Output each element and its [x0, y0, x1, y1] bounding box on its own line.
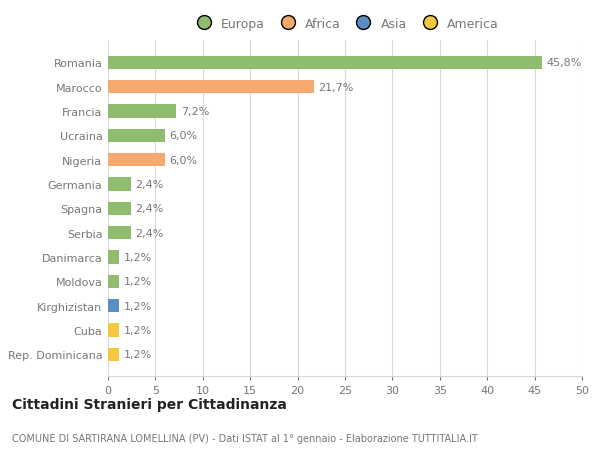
Text: 6,0%: 6,0%	[170, 155, 198, 165]
Bar	[108, 299, 119, 313]
Text: 1,2%: 1,2%	[124, 325, 152, 335]
Text: 6,0%: 6,0%	[170, 131, 198, 141]
Text: 2,4%: 2,4%	[136, 179, 164, 190]
Text: 2,4%: 2,4%	[136, 204, 164, 214]
Bar	[108, 154, 165, 167]
Text: 2,4%: 2,4%	[136, 228, 164, 238]
Text: 45,8%: 45,8%	[547, 58, 582, 68]
Bar	[108, 81, 314, 94]
Text: 1,2%: 1,2%	[124, 277, 152, 287]
Bar	[108, 202, 131, 216]
Text: 1,2%: 1,2%	[124, 349, 152, 359]
Text: 21,7%: 21,7%	[319, 83, 354, 92]
Bar	[108, 348, 119, 361]
Text: 7,2%: 7,2%	[181, 107, 209, 117]
Text: 1,2%: 1,2%	[124, 301, 152, 311]
Bar	[108, 56, 542, 70]
Bar	[108, 251, 119, 264]
Text: Cittadini Stranieri per Cittadinanza: Cittadini Stranieri per Cittadinanza	[12, 397, 287, 412]
Bar	[108, 178, 131, 191]
Legend: Europa, Africa, Asia, America: Europa, Africa, Asia, America	[187, 14, 503, 34]
Bar	[108, 275, 119, 288]
Text: COMUNE DI SARTIRANA LOMELLINA (PV) - Dati ISTAT al 1° gennaio - Elaborazione TUT: COMUNE DI SARTIRANA LOMELLINA (PV) - Dat…	[12, 433, 478, 442]
Bar	[108, 324, 119, 337]
Bar	[108, 129, 165, 143]
Bar	[108, 226, 131, 240]
Text: 1,2%: 1,2%	[124, 252, 152, 263]
Bar	[108, 105, 176, 118]
